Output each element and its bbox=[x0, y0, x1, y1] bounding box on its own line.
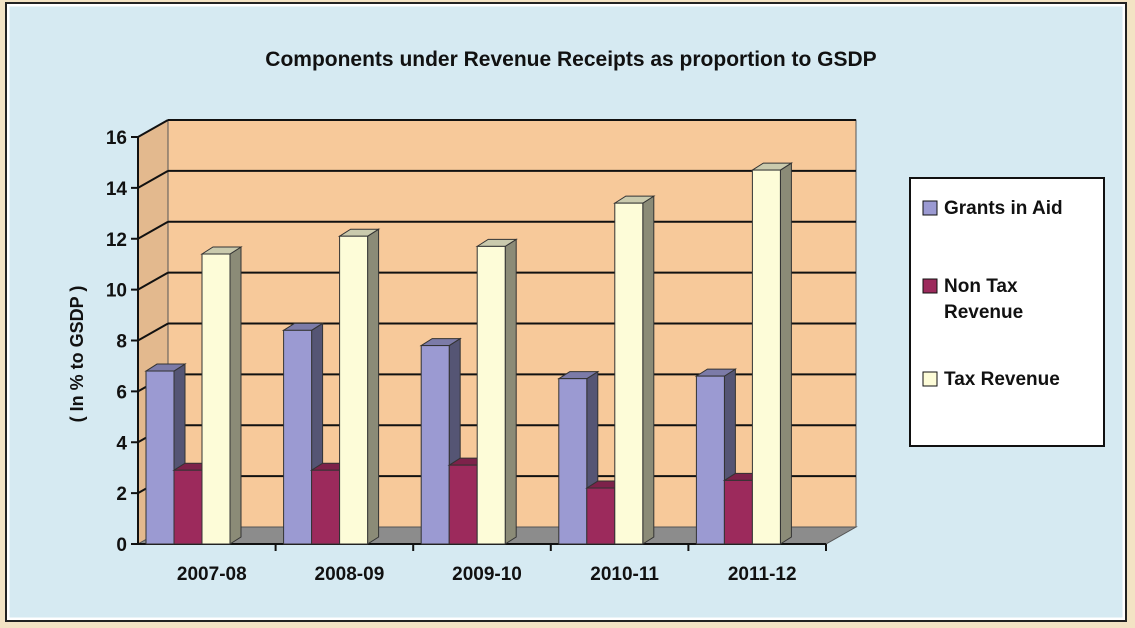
bar bbox=[723, 479, 753, 545]
x-tick-label: 2011-12 bbox=[728, 564, 797, 585]
x-tick-label: 2009-10 bbox=[452, 564, 522, 585]
chart-frame: Components under Revenue Receipts as pro… bbox=[5, 2, 1127, 622]
chart-title: Components under Revenue Receipts as pro… bbox=[265, 48, 876, 71]
gridline-side bbox=[137, 220, 169, 240]
bar-side bbox=[229, 246, 242, 545]
legend-swatch bbox=[922, 371, 938, 387]
bar bbox=[420, 345, 450, 545]
legend-swatch bbox=[922, 200, 938, 216]
plot-area: 0 2 4 6 8 10 12 14 16 2007-08 2008-09 2009-10 2010-1… bbox=[106, 119, 858, 585]
bar bbox=[448, 464, 478, 545]
y-tick-label: 2 bbox=[116, 484, 127, 505]
x-tick-label: 2010-11 bbox=[590, 564, 659, 585]
y-tick-label: 10 bbox=[106, 281, 127, 302]
chart: Components under Revenue Receipts as pro… bbox=[9, 6, 1123, 618]
x-tick-label: 2007-08 bbox=[177, 564, 247, 585]
legend-label: Grants in Aid bbox=[944, 198, 1063, 219]
y-tick-label: 0 bbox=[116, 535, 127, 556]
bar bbox=[695, 375, 725, 545]
bar bbox=[173, 469, 203, 545]
y-tick-label: 14 bbox=[106, 179, 128, 200]
bar bbox=[145, 370, 175, 545]
bar bbox=[586, 487, 616, 545]
y-tick-label: 16 bbox=[106, 128, 127, 149]
bar bbox=[751, 169, 781, 545]
y-tick-label: 12 bbox=[106, 230, 127, 251]
bar bbox=[201, 253, 231, 545]
bar bbox=[476, 245, 506, 545]
bar bbox=[283, 329, 313, 545]
gridline-side bbox=[137, 170, 169, 189]
bar bbox=[614, 202, 644, 545]
gridline-side bbox=[137, 322, 169, 342]
y-tick-label: 8 bbox=[116, 332, 127, 353]
legend-label: Tax Revenue bbox=[944, 369, 1060, 390]
bar-side bbox=[504, 238, 517, 545]
gridline-side bbox=[137, 271, 169, 291]
bar bbox=[339, 235, 369, 545]
legend: Grants in Aid Non Tax Revenue Tax Revenue bbox=[909, 177, 1105, 447]
bar bbox=[311, 469, 341, 545]
legend-box bbox=[909, 177, 1105, 447]
bar-side bbox=[779, 162, 792, 545]
bar-side bbox=[642, 195, 655, 545]
y-tick-label: 6 bbox=[116, 382, 127, 403]
legend-swatch bbox=[922, 278, 938, 294]
legend-label: Non Tax Revenue bbox=[944, 276, 1023, 323]
y-tick-label: 4 bbox=[116, 433, 127, 454]
x-tick-label: 2008-09 bbox=[315, 564, 385, 585]
bar bbox=[558, 378, 588, 545]
bar-side bbox=[367, 228, 380, 545]
y-axis-label: ( In % to GSDP ) bbox=[67, 286, 87, 423]
gridline-side bbox=[137, 119, 169, 138]
